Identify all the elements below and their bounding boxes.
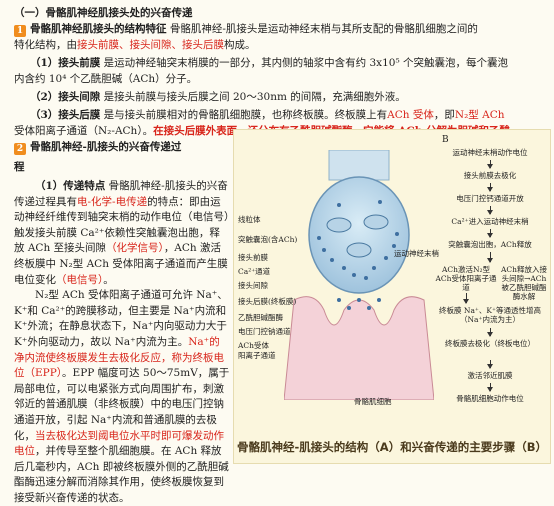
text-segment: ，并传导至整个肌细胞膜。在 ACh 释放后几毫秒内，ACh 即被终板膜外侧的乙酰…	[14, 445, 229, 504]
label-nerve-terminal: 运动神经末梢	[394, 249, 439, 258]
label-cation-channel: 阳离子通道	[238, 351, 276, 360]
item-3-label: （3）接头后膜	[30, 109, 101, 121]
subsection-1-title: 骨骼肌神经肌接头的结构特征	[30, 23, 167, 35]
flow-arrow	[487, 252, 493, 263]
flow-step-3: 电压门控钙通道开放	[456, 194, 524, 203]
text-segment: 受体阳离子通道（N₂-ACh）。	[14, 125, 154, 137]
figure-label-b: B	[442, 135, 449, 145]
text-segment: 特化结构，由	[14, 39, 77, 51]
highlight-text: N₂型 ACh	[454, 109, 505, 121]
item-1: （1）接头前膜 是运动神经轴突末梢膜的一部分，其内侧的轴浆中含有约 3x10⁵ …	[30, 56, 508, 70]
flow-step-4: Ca²⁺进入运动神经末梢	[451, 217, 529, 226]
label-mitochondria: 线粒体	[238, 215, 261, 224]
highlight-text: ACh 受体	[387, 109, 434, 121]
flow-step-1: 运动神经末梢动作电位	[452, 148, 528, 157]
figure-caption: 骨骼肌神经-肌接头的结构（A）和兴奋传递的主要步骤（B）	[237, 440, 547, 454]
item-1-label: （1）接头前膜	[30, 57, 101, 69]
figure-panel: A B 线粒体 突触囊泡(含ACh) 接头前膜 Ca²⁺通道 接头间隙 接头后膜…	[233, 129, 551, 464]
text-segment: 构成。	[224, 39, 256, 51]
text-segment: 的特点：即由运动神经纤维传到轴突末梢的动作电位（电信号）触发接头前膜 Ca²⁺依…	[14, 195, 230, 255]
left-column: 程 （1）传递特点 骨骼肌神经-肌接头的兴奋传递过程具有电-化学-电传递的特点：…	[14, 160, 230, 506]
item-3-text: 是与接头前膜相对的骨骼肌细胞膜，也称终板膜。终板膜上有	[103, 109, 388, 121]
label-ca-channel: Ca²⁺通道	[238, 267, 271, 276]
flow-arrow	[463, 293, 469, 304]
highlight-text: 电-化学-电传递	[77, 195, 148, 208]
text-segment: 。	[103, 273, 114, 286]
number-badge: 2	[14, 143, 26, 155]
flow-step-6: ACh激活N₂型ACh受体阳离子通道	[435, 265, 497, 292]
paragraph-transmission: （1）传递特点 骨骼肌神经-肌接头的兴奋传递过程具有电-化学-电传递的特点：即由…	[14, 179, 230, 288]
text-segment: N₂型 ACh 受体阳离子通道可允许 Na⁺、K⁺和 Ca²⁺的跨膜移动，但主要…	[14, 289, 228, 348]
flow-step-8: 终板膜去极化（终板电位）	[445, 339, 535, 348]
section-heading: （一）骨骼肌神经肌接头处的兴奋传递	[14, 7, 193, 19]
flow-arrow	[487, 229, 493, 238]
highlight-text: Na⁺的净内流使终板膜发生去极化反应，称为终板电位（EPP）	[14, 335, 224, 380]
highlight-text: （电信号）	[56, 273, 104, 286]
item-1-text: 是运动神经轴突末梢膜的一部分，其内侧的轴浆中含有约 3x10⁵ 个突触囊泡，每个…	[103, 57, 509, 69]
flow-step-2: 接头前膜去极化	[463, 171, 517, 180]
text-segment: 。EPP 幅度可达 50～75mV，属于局部电位，可以电紧张方式向周围扩布，刺激…	[14, 367, 230, 442]
subsection-1-header: 1 骨骼肌神经肌接头的结构特征 骨骼肌神经-肌接头是运动神经末梢与其所支配的骨骼肌…	[14, 22, 478, 37]
number-badge: 1	[14, 25, 26, 37]
subsection-1-text: 骨骼肌神经-肌接头是运动神经末梢与其所支配的骨骼肌细胞之间的	[169, 23, 478, 35]
subsection-1-text-line2: 特化结构，由接头前膜、接头间隙、接头后膜构成。	[14, 38, 256, 52]
text-segment: ，ACh 激活终板膜中 N₂型 ACh 受体阳离子通道而产生膜电位变化	[14, 242, 228, 286]
flow-step-7: 终板膜 Na⁺、K⁺等通透性增高（Na⁺内流为主）	[439, 306, 541, 324]
flow-arrow	[487, 160, 493, 169]
nmj-illustration	[284, 150, 434, 400]
paragraph-1-body: 骨骼肌神经-肌接头的兴奋传递过程具有电-化学-电传递的特点：即由运动神经纤维传到…	[14, 180, 229, 286]
subsection-2-header: 2 骨骼肌神经-肌接头的兴奋传递过	[14, 140, 181, 155]
flow-arrow	[487, 183, 493, 192]
subsection-2-title: 骨骼肌神经-肌接头的兴奋传递过	[30, 141, 182, 153]
label-muscle-cell: 骨骼肌细胞	[354, 397, 392, 406]
flow-step-10: 骨骼肌细胞动作电位	[456, 394, 524, 403]
text-segment: ，即	[433, 109, 455, 121]
text-segment: 骨骼肌神经-肌接头的兴奋传递过程具有	[14, 180, 228, 208]
item-3: （3）接头后膜 是与接头前膜相对的骨骼肌细胞膜，也称终板膜。终板膜上有ACh 受…	[30, 108, 505, 122]
label-ache: 乙酰胆碱酯酶	[238, 313, 283, 322]
label-prejunctional-membrane: 接头前膜	[238, 253, 268, 262]
label-endplate: 接头后膜(终板膜)	[238, 297, 297, 306]
flow-arrow	[487, 360, 493, 369]
flow-side-branch: ACh释放入接头间隙→ACh被乙酰胆碱酯酶水解	[501, 265, 547, 301]
highlight-text: 当去极化达到阈电位水平时即可爆发动作电位	[14, 429, 224, 458]
item-1-line2: 内含约 10⁴ 个乙酰胆碱（ACh）分子。	[14, 73, 198, 85]
flow-arrow	[487, 328, 493, 337]
highlight-text: （化学信号）	[106, 242, 164, 255]
label-na-channel: 电压门控钠通道	[238, 327, 291, 336]
item-2: （2）接头间隙 是接头前膜与接头后膜之间 20～30nm 的间隔，充满细胞外液。	[30, 90, 406, 104]
flow-step-9: 激活邻近肌膜	[467, 371, 513, 380]
flow-arrow	[487, 206, 493, 215]
label-ach-receptor: ACh受体	[238, 341, 269, 350]
item-2-label: （2）接头间隙	[30, 91, 101, 103]
flow-step-5: 突触囊泡出胞，ACh释放	[448, 240, 532, 249]
label-vesicle: 突触囊泡(含ACh)	[238, 235, 298, 244]
item-2-text: 是接头前膜与接头后膜之间 20～30nm 的间隔，充满细胞外液。	[103, 91, 406, 103]
highlight-text: 接头前膜、接头间隙、接头后膜	[77, 39, 224, 51]
subsection-2-title-cont: 程	[14, 161, 25, 173]
flow-arrow	[487, 383, 493, 392]
label-cleft: 接头间隙	[238, 281, 268, 290]
sub-label: （1）传递特点	[35, 180, 106, 192]
paragraph-2: N₂型 ACh 受体阳离子通道可允许 Na⁺、K⁺和 Ca²⁺的跨膜移动，但主要…	[14, 288, 230, 506]
